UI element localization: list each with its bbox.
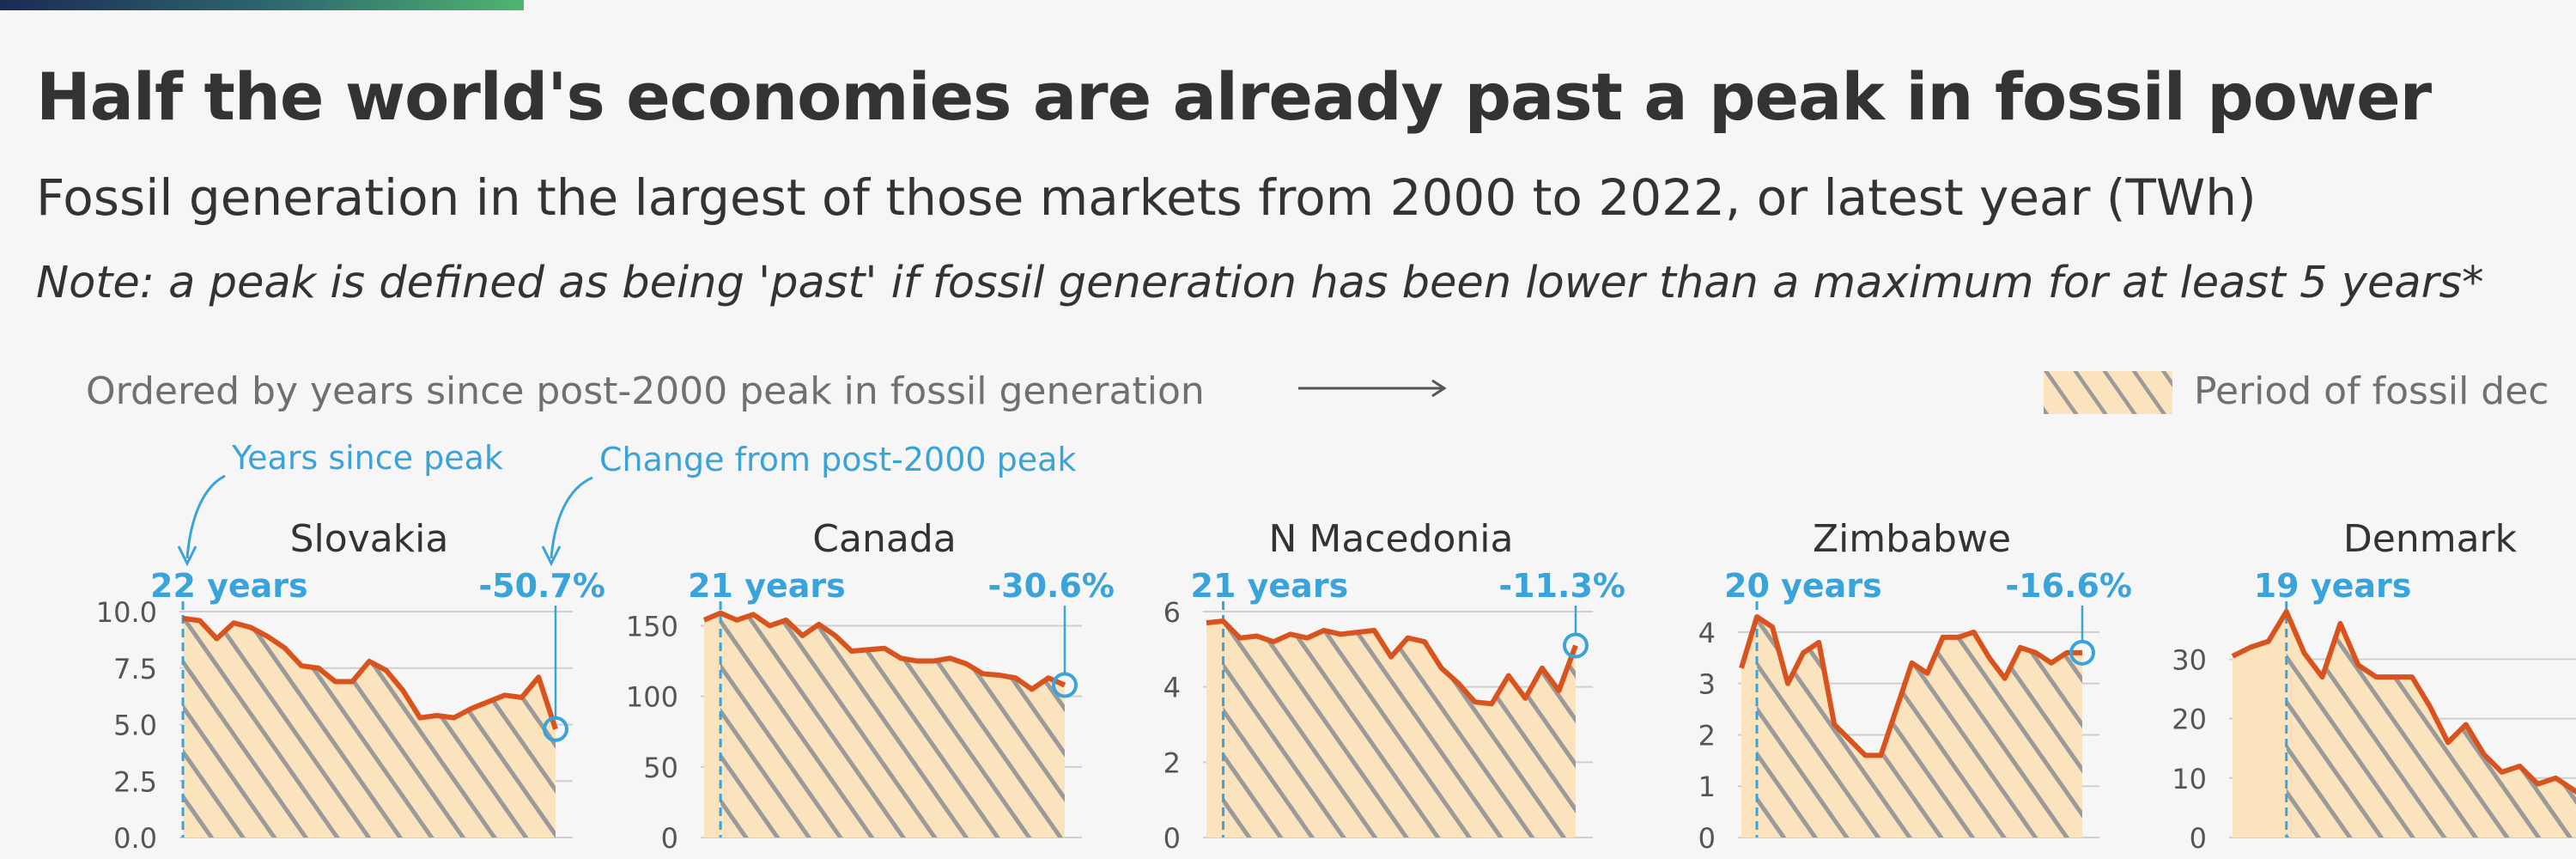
years-since-peak-label: 20 years xyxy=(1724,567,1882,605)
legend-swatch xyxy=(2044,371,2172,414)
series-line xyxy=(1206,618,1578,707)
pre-peak-area xyxy=(2233,612,2287,838)
annotation-change-from-peak: Change from post-2000 peak xyxy=(599,441,1076,478)
years-since-peak-label: 22 years xyxy=(150,567,308,605)
y-tick-label: 50 xyxy=(643,752,678,784)
y-tick-label: 5.0 xyxy=(113,710,157,742)
latest-point-marker xyxy=(1563,632,1589,659)
y-tick-label: 100 xyxy=(626,681,678,714)
years-since-peak-label: 21 years xyxy=(1191,567,1349,605)
y-tick-label: 0 xyxy=(2190,822,2207,855)
page-subtitle: Fossil generation in the largest of thos… xyxy=(36,168,2257,227)
y-tick-label: 4 xyxy=(1163,672,1181,704)
pre-peak-area xyxy=(704,612,721,838)
pre-peak-area xyxy=(1741,616,1758,838)
chart-zimbabwe: 0 1 2 3 4 Zimbabwe 20 years -16.6% xyxy=(1698,517,2132,855)
y-tick-label: 0 xyxy=(1163,822,1181,855)
change-from-peak-label: -50.7% xyxy=(478,567,605,605)
years-since-peak-label: 19 years xyxy=(2254,567,2412,605)
latest-point-marker xyxy=(543,716,568,742)
annotation-arrowhead-years xyxy=(177,545,197,567)
change-from-peak-label: -30.6% xyxy=(987,567,1115,605)
y-tick-label: 2.5 xyxy=(113,765,157,798)
chart-title: Canada xyxy=(812,517,956,561)
decline-area xyxy=(1223,620,1576,838)
annotation-years-since-peak: Years since peak xyxy=(231,439,503,477)
y-tick-label: 0 xyxy=(661,822,678,855)
y-tick-label: 20 xyxy=(2172,704,2207,736)
change-from-peak-label: -16.6% xyxy=(2005,567,2132,605)
footnote: Note: a peak is defined as being 'past' … xyxy=(36,258,2484,308)
chart-slovakia: 0.0 2.5 5.0 7.5 10.0 Slovakia 22 years -50.7% xyxy=(96,517,605,855)
y-tick-label: 10.0 xyxy=(96,596,157,629)
series-line xyxy=(702,610,1066,692)
y-tick-label: 0 xyxy=(1698,822,1716,855)
pre-peak-area xyxy=(1206,620,1224,838)
y-tick-label: 3 xyxy=(1698,668,1716,701)
annotation-arrowhead-change xyxy=(541,545,562,567)
decline-area xyxy=(183,618,556,838)
right-arrow-icon xyxy=(1298,379,1447,398)
chart-title: Zimbabwe xyxy=(1813,517,2011,561)
chart-title: Slovakia xyxy=(290,517,449,561)
latest-point-marker xyxy=(1052,672,1078,698)
series-line xyxy=(2231,609,2576,795)
y-tick-label: 2 xyxy=(1698,719,1716,752)
page-title: Half the world's economies are already p… xyxy=(36,58,2432,135)
ordering-label: Ordered by years since post-2000 peak in… xyxy=(86,369,1205,413)
top-accent-bar xyxy=(0,0,524,10)
y-tick-label: 150 xyxy=(626,610,678,643)
y-tick-label: 10 xyxy=(2172,763,2207,795)
years-since-peak-label: 21 years xyxy=(688,567,846,605)
latest-point-marker xyxy=(2069,639,2095,666)
chart-title: Denmark xyxy=(2343,517,2518,561)
y-tick-label: 0.0 xyxy=(113,822,157,855)
y-tick-label: 4 xyxy=(1698,617,1716,649)
chart-n-macedonia: 0 2 4 6 N Macedonia 21 years -11.3% xyxy=(1163,517,1625,855)
series-line xyxy=(182,615,558,730)
chart-title: N Macedonia xyxy=(1268,517,1513,561)
y-tick-label: 7.5 xyxy=(113,653,157,685)
y-tick-label: 6 xyxy=(1163,596,1181,629)
legend-label: Period of fossil dec xyxy=(2194,369,2549,413)
y-tick-label: 30 xyxy=(2172,643,2207,676)
change-from-peak-label: -11.3% xyxy=(1498,567,1625,605)
series-line xyxy=(1739,613,2082,758)
decline-area xyxy=(720,612,1065,838)
y-tick-label: 1 xyxy=(1698,771,1716,803)
chart-canada: 0 50 100 150 Canada 21 years -30.6% xyxy=(626,517,1115,855)
annotation-arrow-change xyxy=(550,476,593,559)
y-tick-label: 2 xyxy=(1163,746,1181,779)
annotation-arrow-years xyxy=(185,474,226,559)
decline-area xyxy=(1757,616,2082,838)
